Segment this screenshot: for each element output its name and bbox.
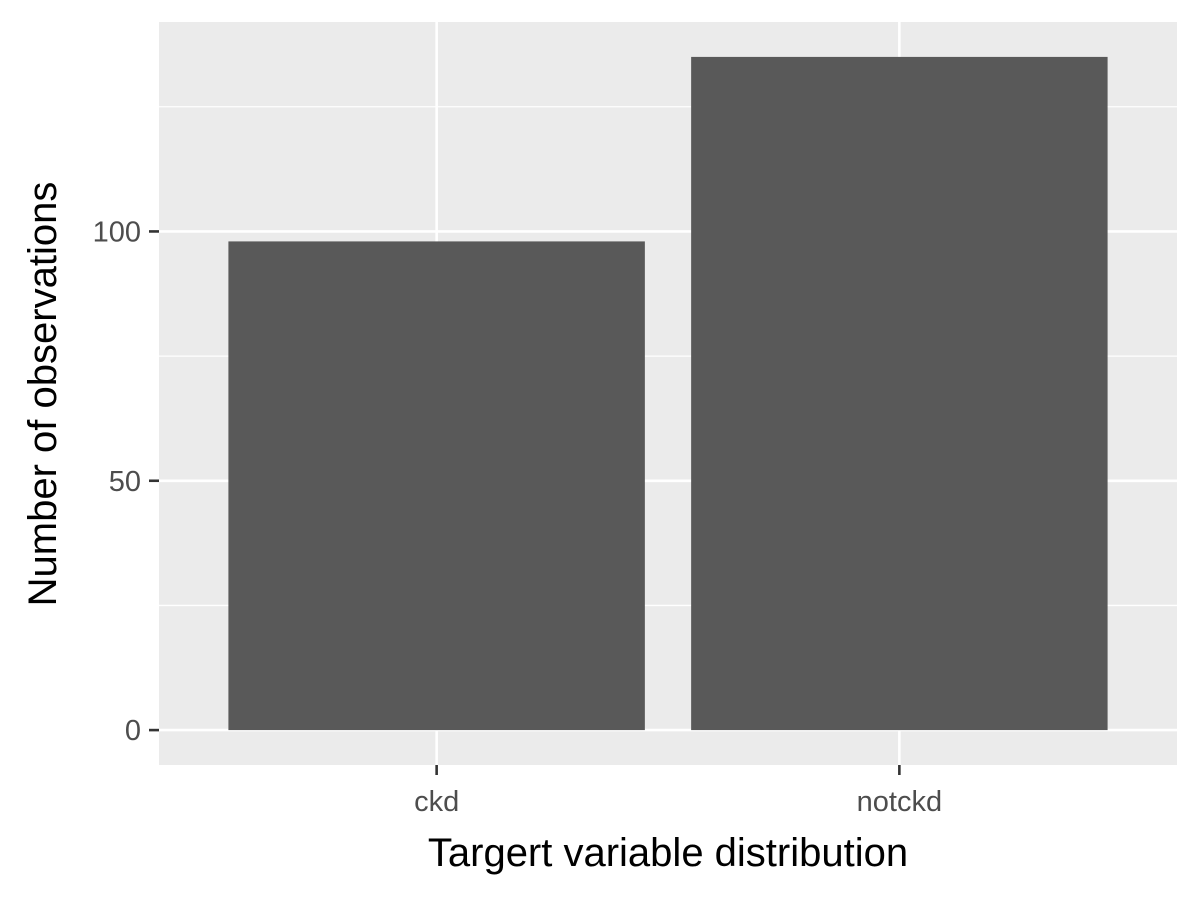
y-axis-title: Number of observations: [21, 182, 65, 607]
y-tick-label: 0: [125, 715, 141, 747]
bar-notckd: [691, 56, 1108, 731]
x-tick-label: ckd: [414, 786, 459, 818]
y-tick-label: 100: [93, 216, 141, 248]
axes: 0 50 100 ckd notckd: [93, 216, 942, 818]
bar-ckd: [228, 241, 645, 731]
bars: [228, 56, 1108, 731]
x-axis-title: Targert variable distribution: [428, 831, 908, 875]
y-tick-label: 50: [109, 466, 141, 498]
x-tick-label: notckd: [857, 786, 942, 818]
